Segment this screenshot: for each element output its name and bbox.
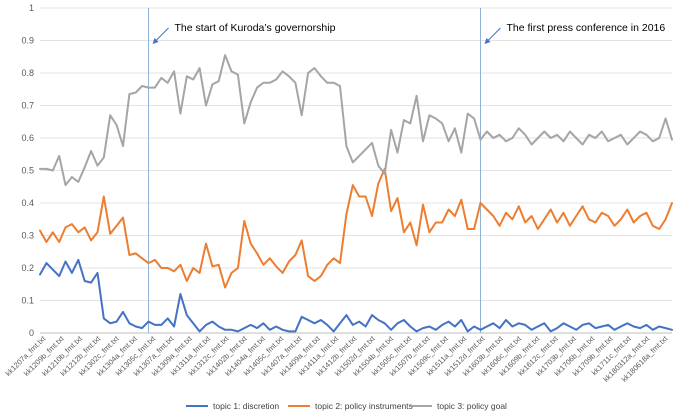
series-line <box>39 54 673 187</box>
y-tick-label: 0.1 <box>21 296 34 306</box>
legend-label: topic 3: policy goal <box>437 401 507 411</box>
y-tick-label: 1 <box>29 3 34 13</box>
series-lines <box>39 54 673 333</box>
event-markers: The start of Kuroda’s governorship The fi… <box>148 8 665 333</box>
y-tick-label: 0 <box>29 328 34 338</box>
event-annotation: The start of Kuroda’s governorship <box>175 22 336 34</box>
y-tick-label: 0.7 <box>21 101 34 111</box>
y-tick-label: 0.4 <box>21 198 34 208</box>
annotation-arrow <box>486 27 501 43</box>
y-axis: 0 0.1 0.2 0.3 0.4 0.5 0.6 0.7 0.8 0.9 1 <box>21 3 34 338</box>
y-tick-label: 0.9 <box>21 36 34 46</box>
legend-label: topic 1: discretion <box>213 401 279 411</box>
annotation-arrowhead <box>484 38 491 44</box>
event-annotation: The first press conference in 2016 <box>506 22 665 34</box>
y-tick-label: 0.6 <box>21 133 34 143</box>
series-line <box>39 167 673 289</box>
x-axis: kk1207a_fmt.txtkk1209b_fmt.txtkk1210b_fm… <box>4 333 670 383</box>
legend: topic 1: discretion topic 2: policy instr… <box>186 401 507 411</box>
y-tick-label: 0.2 <box>21 263 34 273</box>
y-tick-label: 0.8 <box>21 68 34 78</box>
series-line <box>39 258 673 333</box>
y-tick-label: 0.3 <box>21 231 34 241</box>
annotation-arrow <box>154 27 169 43</box>
y-tick-label: 0.5 <box>21 166 34 176</box>
annotation-arrowhead <box>152 38 159 44</box>
gridlines <box>40 7 672 334</box>
legend-label: topic 2: policy instruments <box>315 401 413 411</box>
